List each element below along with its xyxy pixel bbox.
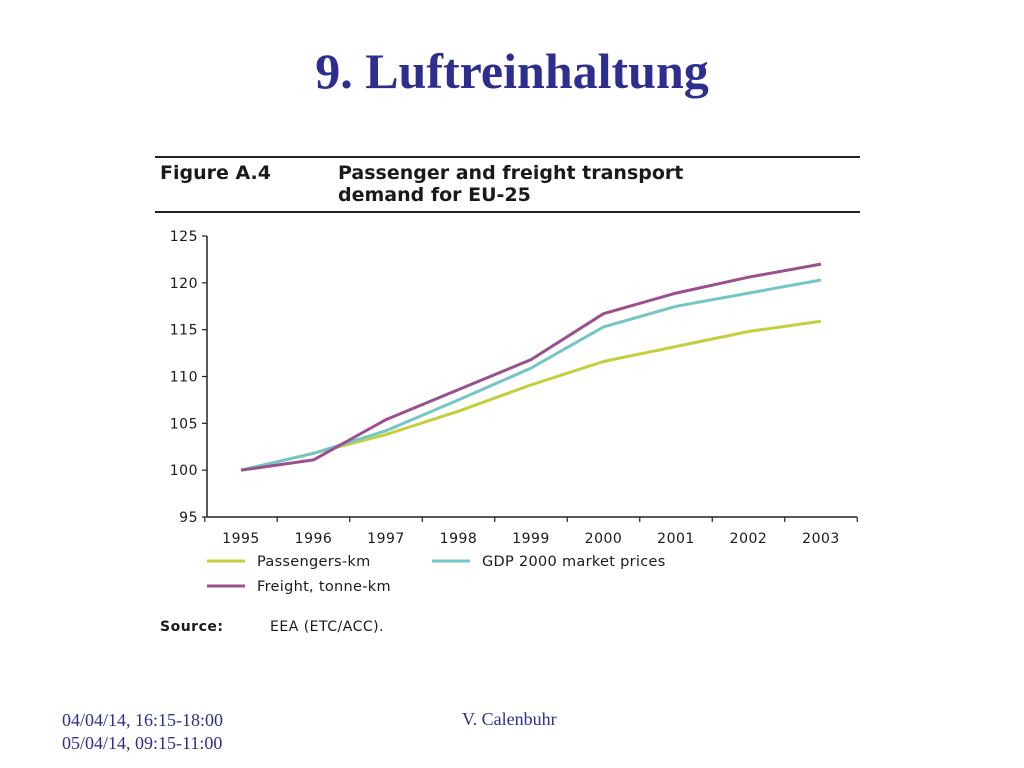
footer-dates: 04/04/14, 16:15-18:00 05/04/14, 09:15-11… <box>62 709 223 755</box>
y-tick-label: 115 <box>170 323 198 339</box>
y-tick-label: 105 <box>170 416 198 432</box>
y-tick-label: 95 <box>179 510 198 526</box>
chart-axes: 95 100 105 110 115 120 125 1995 1996 1997 1998 1999… <box>170 229 858 547</box>
figure-title-line-2: demand for EU-25 <box>338 184 531 206</box>
footer-date-1: 04/04/14, 16:15-18:00 <box>62 710 223 730</box>
y-tick-label: 125 <box>170 229 198 245</box>
legend-label: Freight, tonne-km <box>257 579 391 595</box>
y-tick-label: 110 <box>170 370 198 386</box>
x-tick-label: 2002 <box>730 531 768 547</box>
source-label: Source: <box>160 619 223 635</box>
x-tick-label: 1996 <box>295 531 333 547</box>
legend-label: GDP 2000 market prices <box>482 554 666 570</box>
chart-series <box>240 262 822 472</box>
slide-title: 9. Luftreinhaltung <box>315 43 709 99</box>
series-line <box>240 278 822 472</box>
x-tick-label: 1998 <box>440 531 478 547</box>
x-tick-label: 2003 <box>802 531 840 547</box>
legend-label: Passengers-km <box>257 554 371 570</box>
source-text: EEA (ETC/ACC). <box>270 619 384 635</box>
x-tick-label: 2000 <box>585 531 623 547</box>
figure-label: Figure A.4 <box>160 162 271 184</box>
x-tick-label: 1995 <box>222 531 260 547</box>
footer-author: V. Calenbuhr <box>462 709 557 729</box>
x-tick-label: 1999 <box>512 531 550 547</box>
footer-date-2: 05/04/14, 09:15-11:00 <box>62 733 223 753</box>
x-tick-label: 1997 <box>367 531 405 547</box>
x-tick-label: 2001 <box>657 531 695 547</box>
y-tick-label: 120 <box>170 276 198 292</box>
chart-legend: Passengers-km GDP 2000 market prices Freig… <box>207 554 666 595</box>
y-tick-label: 100 <box>170 463 198 479</box>
figure-title-line-1: Passenger and freight transport <box>338 162 683 184</box>
